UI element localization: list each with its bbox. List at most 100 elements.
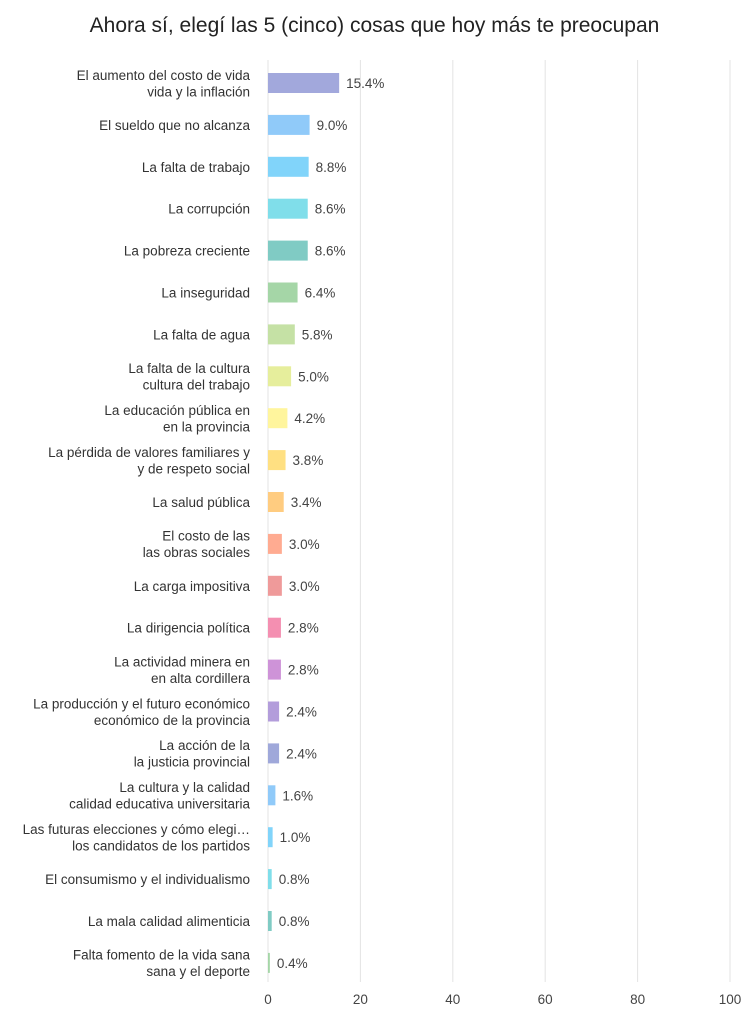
category-label-line: La dirigencia política bbox=[127, 621, 251, 636]
category-label-line: La falta de la cultura bbox=[128, 361, 250, 376]
category-label-line: y de respeto social bbox=[137, 461, 250, 476]
value-labels: 15.4% 9.0% 8.8% 8.6% 8.6% 6.4% 5.8% 5.0% 4.2% 3.8… bbox=[277, 76, 385, 971]
category-label: La falta de agua bbox=[153, 327, 250, 342]
bar bbox=[268, 743, 280, 764]
category-label-line: La cultura y la calidad bbox=[119, 780, 250, 795]
bar-value-label: 2.4% bbox=[286, 705, 317, 720]
bar-value-label: 9.0% bbox=[317, 118, 348, 133]
bar bbox=[268, 408, 288, 429]
category-label: La salud pública bbox=[152, 495, 250, 510]
bar-value-label: 3.0% bbox=[289, 579, 320, 594]
bar bbox=[268, 952, 270, 973]
category-label: La inseguridad bbox=[161, 286, 250, 301]
category-label: La corrupción bbox=[168, 202, 250, 217]
category-label-line: El aumento del costo de vida bbox=[77, 68, 251, 83]
category-label-line: La actividad minera en bbox=[114, 654, 250, 669]
bar-value-label: 5.8% bbox=[302, 327, 333, 342]
category-label: La carga impositiva bbox=[134, 579, 251, 594]
bar bbox=[268, 366, 292, 387]
category-label-line: en alta cordillera bbox=[151, 671, 251, 686]
bar bbox=[268, 533, 282, 554]
bar-value-label: 2.4% bbox=[286, 746, 317, 761]
category-label: El consumismo y el individualismo bbox=[45, 872, 250, 887]
category-label-line: La carga impositiva bbox=[134, 579, 251, 594]
category-label-line: las obras sociales bbox=[143, 545, 251, 560]
bar bbox=[268, 827, 273, 848]
bar-value-label: 5.0% bbox=[298, 369, 329, 384]
category-label-line: cultura del trabajo bbox=[143, 378, 250, 393]
category-label-line: vida y la inflación bbox=[147, 84, 250, 99]
category-label-line: La mala calidad alimenticia bbox=[88, 914, 251, 929]
bar-value-label: 3.0% bbox=[289, 537, 320, 552]
bar bbox=[268, 575, 282, 596]
category-label-line: El consumismo y el individualismo bbox=[45, 872, 250, 887]
bar bbox=[268, 617, 281, 638]
x-tick-label: 20 bbox=[353, 992, 368, 1007]
bar-value-label: 4.2% bbox=[294, 411, 325, 426]
bar-value-label: 6.4% bbox=[305, 286, 336, 301]
category-label-line: La acción de la bbox=[159, 738, 250, 753]
category-label-line: La salud pública bbox=[152, 495, 250, 510]
bar-value-label: 1.0% bbox=[280, 830, 311, 845]
category-label-line: La inseguridad bbox=[161, 286, 250, 301]
bar-value-label: 8.6% bbox=[315, 202, 346, 217]
category-label-line: en la provincia bbox=[163, 419, 251, 434]
category-label: Falta fomento de la vida sana sana y el d… bbox=[73, 948, 251, 980]
category-label: La acción de la la justicia provincial bbox=[134, 738, 251, 770]
x-tick-label: 40 bbox=[445, 992, 460, 1007]
bar bbox=[268, 324, 295, 345]
bar-value-label: 2.8% bbox=[288, 621, 319, 636]
category-labels: El aumento del costo de vida vida y la in… bbox=[23, 68, 251, 979]
category-label-line: sana y el deporte bbox=[146, 964, 250, 979]
chart-title: Ahora sí, elegí las 5 (cinco) cosas que … bbox=[89, 14, 660, 37]
bar bbox=[268, 659, 281, 680]
bar-value-label: 3.4% bbox=[291, 495, 322, 510]
category-label-line: la justicia provincial bbox=[134, 755, 250, 770]
category-label: La dirigencia política bbox=[127, 621, 251, 636]
bar-value-label: 8.6% bbox=[315, 244, 346, 259]
x-axis-ticks: 0 20 40 60 80 100 bbox=[264, 992, 741, 1007]
x-tick-label: 80 bbox=[630, 992, 645, 1007]
category-label: La cultura y la calidad calidad educativa… bbox=[69, 780, 250, 812]
bar bbox=[268, 198, 308, 219]
category-label-line: Falta fomento de la vida sana bbox=[73, 948, 251, 963]
x-tick-label: 0 bbox=[264, 992, 272, 1007]
category-label-line: calidad educativa universitaria bbox=[69, 797, 250, 812]
bar bbox=[268, 240, 308, 261]
category-label: La actividad minera en en alta cordillera bbox=[114, 654, 250, 686]
bar-value-label: 15.4% bbox=[346, 76, 384, 91]
x-tick-label: 60 bbox=[538, 992, 553, 1007]
category-label: La producción y el futuro económico econó… bbox=[33, 696, 250, 728]
category-label: La educación pública en en la provincia bbox=[104, 403, 250, 435]
category-label: El costo de las las obras sociales bbox=[143, 529, 251, 561]
category-label: La falta de trabajo bbox=[142, 160, 250, 175]
category-label: La falta de la cultura cultura del trabaj… bbox=[128, 361, 250, 393]
category-label: Las futuras elecciones y cómo elegi… los … bbox=[23, 822, 251, 854]
bar bbox=[268, 785, 276, 806]
bar bbox=[268, 156, 309, 177]
category-label-line: El sueldo que no alcanza bbox=[99, 118, 250, 133]
category-label: El sueldo que no alcanza bbox=[99, 118, 250, 133]
bar-value-label: 8.8% bbox=[316, 160, 347, 175]
bar-value-label: 0.4% bbox=[277, 956, 308, 971]
category-label-line: La pobreza creciente bbox=[124, 244, 250, 259]
bar-value-label: 3.8% bbox=[293, 453, 324, 468]
bar bbox=[268, 450, 286, 471]
category-label-line: La producción y el futuro económico bbox=[33, 696, 250, 711]
bar bbox=[268, 114, 310, 135]
category-label-line: los candidatos de los partidos bbox=[72, 838, 250, 853]
category-label-line: La corrupción bbox=[168, 202, 250, 217]
x-tick-label: 100 bbox=[719, 992, 742, 1007]
category-label-line: La pérdida de valores familiares y bbox=[48, 445, 250, 460]
category-label: La pobreza creciente bbox=[124, 244, 250, 259]
bar bbox=[268, 282, 298, 303]
bar bbox=[268, 911, 272, 931]
category-label-line: La educación pública en bbox=[104, 403, 250, 418]
category-label-line: económico de la provincia bbox=[94, 713, 251, 728]
bars bbox=[268, 73, 340, 973]
bar bbox=[268, 869, 272, 890]
category-label: La mala calidad alimenticia bbox=[88, 914, 251, 929]
category-label-line: La falta de trabajo bbox=[142, 160, 250, 175]
